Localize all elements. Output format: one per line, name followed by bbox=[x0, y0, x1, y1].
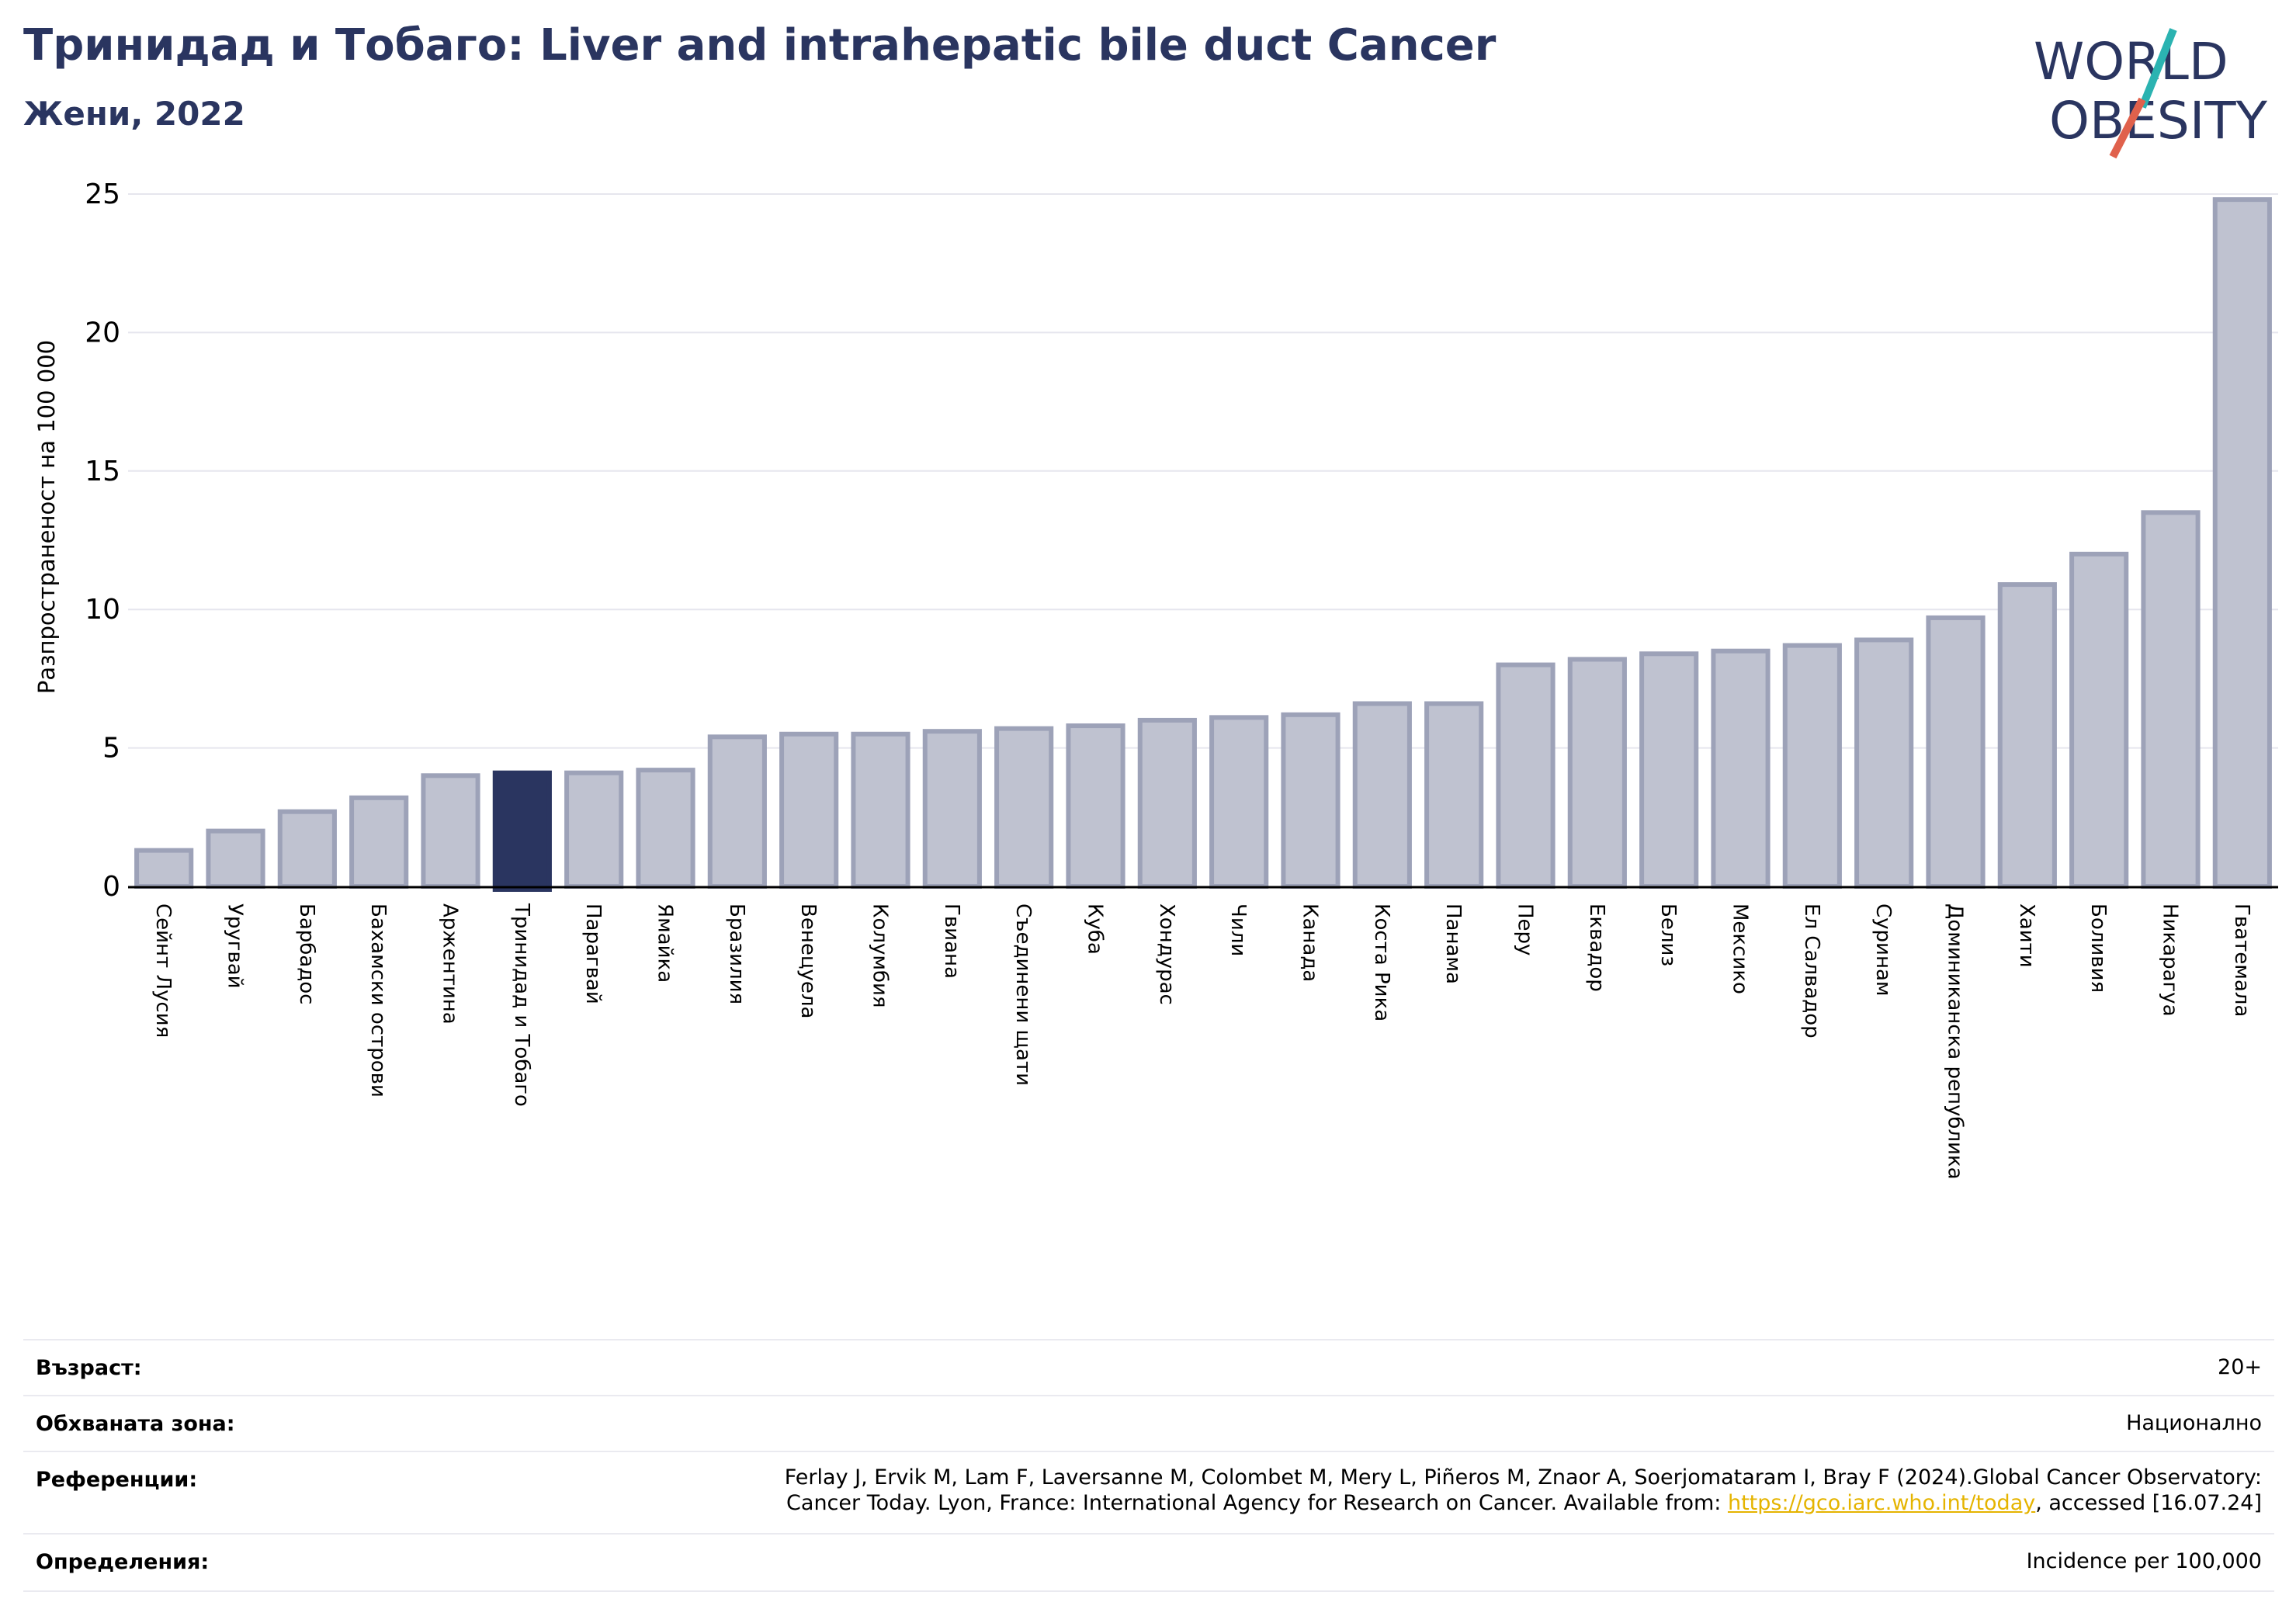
bar bbox=[1926, 615, 1986, 889]
refs-line-1: Ferlay J, Ervik M, Lam F, Laversanne M, … bbox=[784, 1465, 2262, 1489]
x-tick-label: Панама bbox=[1441, 903, 1465, 984]
bar bbox=[636, 768, 695, 889]
area-label: Обхваната зона: bbox=[36, 1412, 235, 1436]
defs-label: Определения: bbox=[36, 1550, 210, 1574]
x-tick-label: Ямайка bbox=[654, 903, 677, 983]
bar bbox=[779, 731, 839, 890]
refs-line-2-post: , accessed [16.07.24] bbox=[2035, 1491, 2262, 1515]
bar bbox=[1352, 701, 1412, 890]
x-tick-label: Чили bbox=[1226, 903, 1250, 956]
x-tick-label: Перу bbox=[1514, 903, 1537, 955]
logo-text-obesity: OBESITY bbox=[2049, 91, 2268, 151]
x-tick-label: Белиз bbox=[1656, 903, 1680, 966]
x-tick-label: Куба bbox=[1084, 903, 1107, 955]
area-value: Национално bbox=[2126, 1411, 2262, 1435]
bar bbox=[1997, 582, 2057, 889]
x-tick-label: Коста Рика bbox=[1370, 903, 1393, 1021]
x-tick-label: Доминиканска република bbox=[1944, 903, 1967, 1180]
info-row-refs: Референции: Ferlay J, Ervik M, Lam F, La… bbox=[23, 1451, 2274, 1533]
refs-label: Референции: bbox=[36, 1468, 198, 1492]
chart-title: Тринидад и Тобаго: Liver and intrahepati… bbox=[23, 20, 1497, 71]
bar bbox=[1711, 648, 1771, 889]
x-tick-label: Хаити bbox=[2015, 903, 2038, 968]
y-tick-label: 15 bbox=[85, 456, 120, 487]
x-tick-label: Бахамски острови bbox=[366, 903, 390, 1098]
x-tick-label: Никарагуа bbox=[2159, 903, 2182, 1017]
logo-text-world: WORLD bbox=[2034, 32, 2228, 92]
bar bbox=[922, 729, 982, 890]
refs-link[interactable]: https://gco.iarc.who.int/today bbox=[1727, 1491, 2036, 1515]
bar bbox=[349, 795, 409, 889]
x-tick-labels: Сейнт Лусия Уругвай Барбадос Бахамски остро… bbox=[151, 903, 2253, 1180]
x-tick-label: Аржентина bbox=[439, 903, 462, 1025]
bar bbox=[564, 770, 624, 889]
x-tick-label: Колумбия bbox=[869, 903, 892, 1008]
refs-line-2-pre: Cancer Today. Lyon, France: Internationa… bbox=[786, 1491, 1728, 1515]
y-tick-label: 25 bbox=[85, 179, 120, 210]
chart-subtitle: Жени, 2022 bbox=[23, 95, 245, 133]
bars bbox=[134, 197, 2272, 892]
bar bbox=[2212, 197, 2272, 889]
x-tick-label: Уругвай bbox=[224, 903, 247, 989]
refs-value: Ferlay J, Ervik M, Lam F, Laversanne M, … bbox=[785, 1465, 2262, 1516]
x-tick-label: Барбадос bbox=[295, 903, 318, 1004]
x-tick-label: Боливия bbox=[2086, 903, 2110, 993]
bar bbox=[1424, 701, 1484, 890]
bar-chart: 0 5 10 15 20 25 Сейнт Лусия Уругвай Барбадос Бах… bbox=[33, 179, 2278, 1180]
x-tick-label: Гвиана bbox=[940, 903, 963, 979]
x-tick-label: Гватемала bbox=[2230, 903, 2253, 1017]
bar bbox=[1639, 651, 1699, 890]
x-tick-label: Хондурас bbox=[1155, 903, 1178, 1005]
x-tick-label: Съединени щати bbox=[1011, 903, 1035, 1086]
bar bbox=[2141, 510, 2201, 889]
bar bbox=[1137, 717, 1197, 889]
bar bbox=[1854, 637, 1914, 889]
x-tick-label: Ел Салвадор bbox=[1800, 903, 1823, 1039]
x-tick-label: Еквадор bbox=[1585, 903, 1608, 992]
y-axis-label: Разпространеност на 100 000 bbox=[33, 340, 60, 694]
refs-line-2: Cancer Today. Lyon, France: Internationa… bbox=[785, 1490, 2262, 1516]
bar bbox=[994, 726, 1054, 890]
x-tick-label: Бразилия bbox=[725, 903, 748, 1004]
bar bbox=[1782, 643, 1842, 889]
bar bbox=[1066, 723, 1125, 890]
y-tick-label: 0 bbox=[102, 871, 120, 903]
x-tick-label: Парагвай bbox=[581, 903, 605, 1004]
info-row-area: Обхваната зона: Национално bbox=[23, 1395, 2274, 1451]
defs-value: Incidence per 100,000 bbox=[2026, 1549, 2262, 1573]
info-row-defs: Определения: Incidence per 100,000 bbox=[23, 1533, 2274, 1592]
bar bbox=[1209, 715, 1269, 889]
bar bbox=[492, 770, 552, 892]
bar bbox=[2069, 551, 2129, 890]
age-value: 20+ bbox=[2218, 1355, 2262, 1379]
x-tick-label: Суринам bbox=[1871, 903, 1895, 997]
bar bbox=[707, 734, 767, 889]
age-label: Възраст: bbox=[36, 1356, 142, 1380]
bar bbox=[206, 828, 265, 890]
x-tick-label: Мексико bbox=[1729, 903, 1752, 994]
info-row-age: Възраст: 20+ bbox=[23, 1339, 2274, 1395]
logo-slash-coral bbox=[2109, 97, 2146, 159]
x-tick-label: Сейнт Лусия bbox=[151, 903, 175, 1038]
x-tick-label: Канада bbox=[1299, 903, 1322, 982]
bar bbox=[1496, 662, 1556, 889]
y-tick-labels: 0 5 10 15 20 25 bbox=[85, 179, 120, 903]
bar bbox=[421, 773, 480, 890]
bar bbox=[134, 848, 194, 889]
x-tick-label: Венецуела bbox=[796, 903, 820, 1018]
logo-slash-teal bbox=[2138, 28, 2177, 109]
y-tick-label: 5 bbox=[102, 733, 120, 765]
bar bbox=[1567, 657, 1627, 889]
bar bbox=[851, 731, 910, 890]
y-tick-label: 10 bbox=[85, 594, 120, 626]
bar bbox=[1281, 712, 1340, 889]
x-tick-label: Тринидад и Тобаго bbox=[510, 903, 533, 1107]
bar bbox=[277, 809, 337, 889]
y-tick-label: 20 bbox=[85, 317, 120, 349]
world-obesity-logo: WORLD OBESITY bbox=[2034, 28, 2268, 159]
